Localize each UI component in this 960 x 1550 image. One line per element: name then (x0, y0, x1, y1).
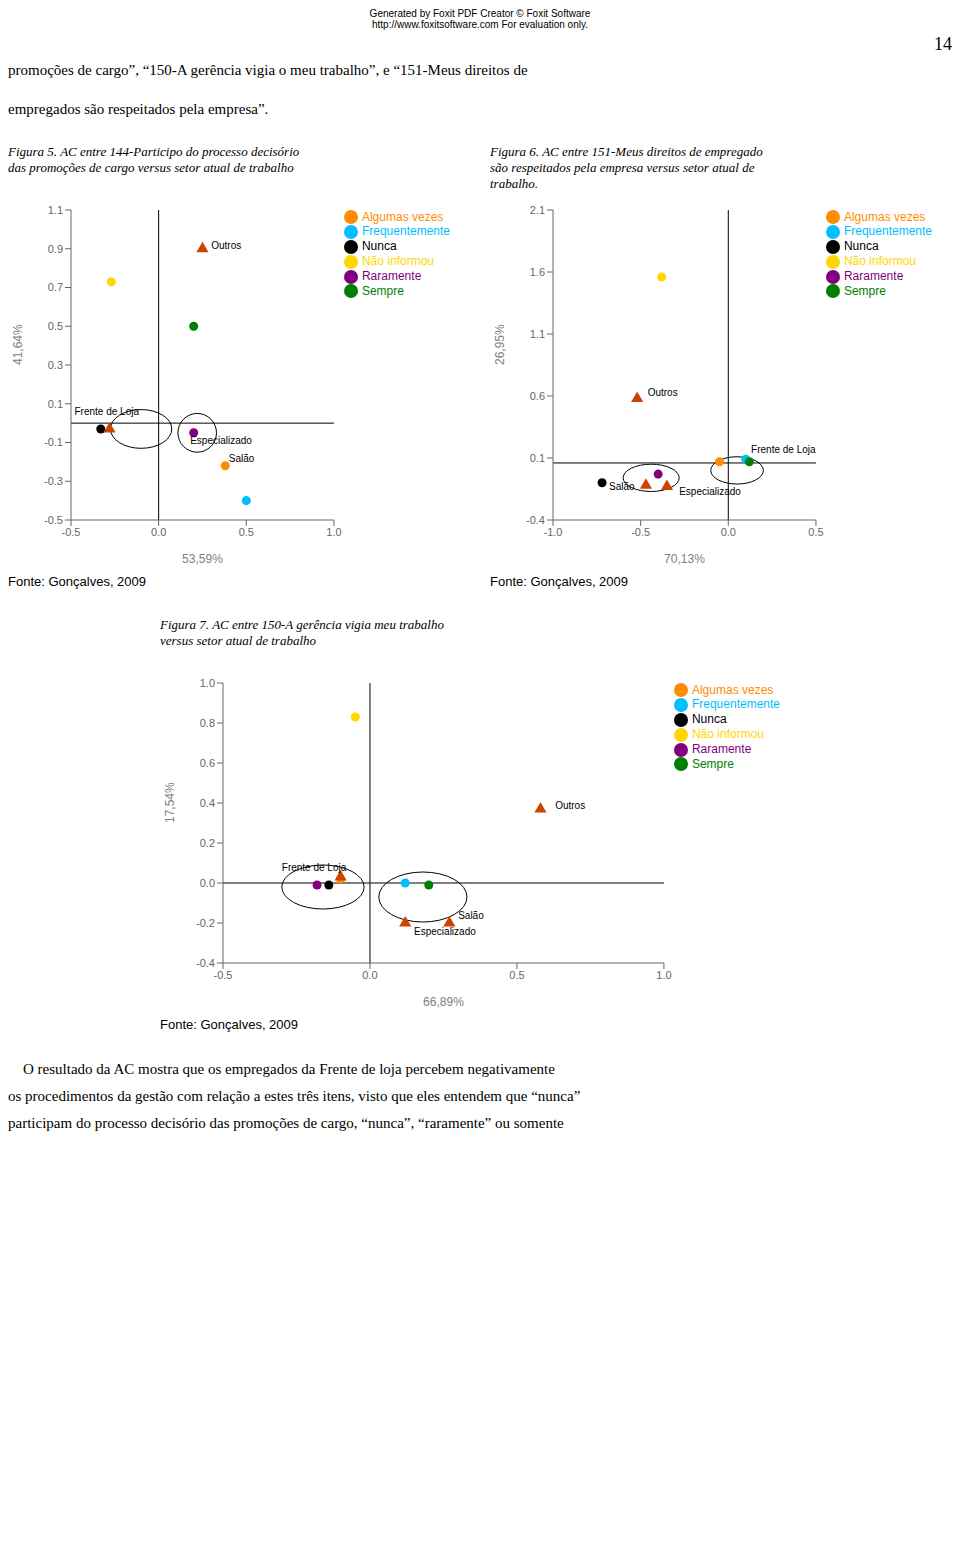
svg-text:2.1: 2.1 (530, 203, 545, 215)
html-text:Sempre: Sempre (691, 756, 734, 771)
html-text:Frequentemente: Frequentemente (361, 224, 450, 239)
svg-text:1.0: 1.0 (326, 525, 341, 537)
html-text:Não informou: Não informou (361, 254, 434, 268)
svg-text:66,89%: 66,89% (423, 995, 464, 1009)
html-text:14: 14 (934, 34, 952, 54)
svg-text:-0.5: -0.5 (44, 513, 63, 525)
html-text:Algumas vezes: Algumas vezes (691, 682, 774, 697)
html-text:Generated by Foxit PDF Creator: Generated by Foxit PDF Creator © Foxit S… (369, 8, 591, 19)
svg-text:-0.5: -0.5 (631, 525, 650, 537)
svg-text:-0.1: -0.1 (44, 436, 63, 448)
svg-text:1.0: 1.0 (656, 968, 671, 980)
html-text:Não informou: Não informou (691, 727, 764, 741)
html-text:Frequentemente: Frequentemente (691, 697, 780, 712)
svg-text:-0.3: -0.3 (44, 475, 63, 487)
svg-text:0.5: 0.5 (239, 525, 254, 537)
svg-text:Salão: Salão (229, 452, 255, 463)
svg-text:0.6: 0.6 (200, 756, 215, 768)
html-text:http://www.foxitsoftware.com F: http://www.foxitsoftware.com For evaluat… (372, 19, 588, 30)
html-text:Figura 6. AC entre 151-Meus di: Figura 6. AC entre 151-Meus direitos de … (490, 143, 763, 191)
html-text:Frequentemente: Frequentemente (843, 224, 932, 239)
svg-text:-0.5: -0.5 (62, 525, 81, 537)
html-text:Fonte: Gonçalves, 2009: Fonte: Gonçalves, 2009 (490, 573, 628, 589)
svg-text:1.0: 1.0 (200, 676, 215, 688)
html-text:Nunca: Nunca (361, 239, 397, 254)
svg-text:-1.0: -1.0 (544, 525, 563, 537)
svg-text:0.0: 0.0 (200, 876, 215, 888)
svg-text:0.2: 0.2 (200, 836, 215, 848)
html-text:Nunca: Nunca (843, 239, 879, 254)
html-text:Nunca: Nunca (691, 712, 727, 727)
svg-text:0.9: 0.9 (48, 242, 63, 254)
svg-text:Frente de Loja: Frente de Loja (282, 862, 347, 873)
html-text:Figura 5. AC entre 144-Partici: Figura 5. AC entre 144-Participo do proc… (8, 143, 300, 175)
svg-text:-0.4: -0.4 (526, 513, 545, 525)
svg-text:-0.4: -0.4 (196, 956, 215, 968)
svg-text:0.5: 0.5 (509, 968, 524, 980)
html-text:Sempre: Sempre (843, 283, 886, 298)
html-text:Raramente: Raramente (361, 268, 422, 283)
html-text:promoções de cargo”, “150-A ge: promoções de cargo”, “150-A gerência vig… (8, 62, 528, 117)
svg-text:Salão: Salão (609, 481, 635, 492)
svg-text:26,95%: 26,95% (493, 323, 507, 364)
html-text:Não informou: Não informou (843, 254, 916, 268)
html-text:Sempre: Sempre (361, 283, 404, 298)
svg-text:Outros: Outros (648, 387, 678, 398)
svg-text:1.1: 1.1 (48, 203, 63, 215)
svg-text:Especializado: Especializado (414, 926, 476, 937)
html-text:Raramente: Raramente (843, 268, 904, 283)
svg-text:53,59%: 53,59% (182, 552, 223, 566)
svg-text:Frente de Loja: Frente de Loja (75, 406, 140, 417)
html-text:Algumas vezes: Algumas vezes (361, 209, 444, 224)
svg-text:0.3: 0.3 (48, 358, 63, 370)
html-text:Fonte: Gonçalves, 2009: Fonte: Gonçalves, 2009 (8, 573, 146, 589)
svg-text:1.6: 1.6 (530, 265, 545, 277)
html-text:Figura 7. AC entre 150-A gerên: Figura 7. AC entre 150-A gerência vigia … (160, 616, 444, 648)
html-text:Raramente: Raramente (691, 741, 752, 756)
svg-text:-0.2: -0.2 (196, 916, 215, 928)
svg-text:0.1: 0.1 (530, 451, 545, 463)
svg-text:41,64%: 41,64% (11, 323, 25, 364)
svg-text:Frente de Loja: Frente de Loja (751, 444, 816, 455)
html-text:O resultado da AC mostra que o: O resultado da AC mostra que os empregad… (8, 1060, 581, 1131)
html-text:Fonte: Gonçalves, 2009: Fonte: Gonçalves, 2009 (160, 1016, 298, 1032)
svg-text:0.4: 0.4 (200, 796, 215, 808)
svg-text:70,13%: 70,13% (664, 552, 705, 566)
svg-text:0.5: 0.5 (48, 320, 63, 332)
html-text:Algumas vezes: Algumas vezes (843, 209, 926, 224)
svg-text:0.5: 0.5 (808, 525, 823, 537)
svg-text:1.1: 1.1 (530, 327, 545, 339)
svg-text:0.7: 0.7 (48, 281, 63, 293)
svg-text:17,54%: 17,54% (163, 781, 177, 822)
svg-text:Outros: Outros (211, 239, 241, 250)
svg-text:0.6: 0.6 (530, 389, 545, 401)
svg-text:0.8: 0.8 (200, 716, 215, 728)
svg-text:0.0: 0.0 (151, 525, 166, 537)
svg-text:0.0: 0.0 (362, 968, 377, 980)
svg-text:Especializado: Especializado (679, 486, 741, 497)
svg-text:0.1: 0.1 (48, 397, 63, 409)
svg-text:0.0: 0.0 (721, 525, 736, 537)
svg-text:Salão: Salão (458, 910, 484, 921)
svg-text:Outros: Outros (555, 800, 585, 811)
svg-text:-0.5: -0.5 (214, 968, 233, 980)
svg-text:Especializado: Especializado (190, 435, 252, 446)
